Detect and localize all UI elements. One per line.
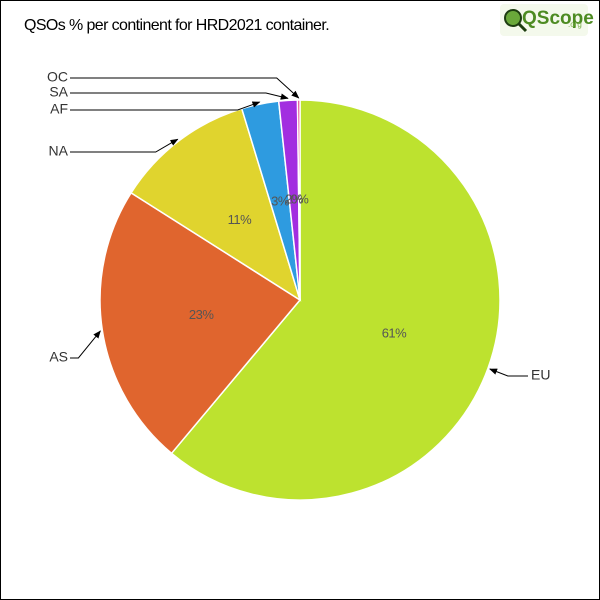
leader-line [70, 77, 300, 99]
leader-line [489, 368, 528, 377]
pie-slice [99, 191, 302, 455]
chart-title: QSOs % per continent for HRD2021 contain… [24, 17, 329, 34]
value-label: 2% [285, 192, 304, 207]
slice-label: AF [50, 101, 68, 117]
leader-line [70, 138, 179, 153]
slice-label: NA [49, 143, 69, 159]
value-label: 3% [271, 193, 290, 208]
value-label: 0% [290, 191, 309, 206]
logo-icon [504, 9, 522, 27]
logo-handle [517, 22, 528, 33]
logo[interactable]: QScope .org [500, 4, 594, 36]
value-label: 61% [382, 326, 407, 341]
slice-label: OC [47, 69, 68, 85]
leader-line [70, 101, 261, 111]
leader-line [70, 330, 101, 359]
leader-line [70, 92, 289, 100]
pie-slice [296, 99, 301, 301]
logo-text: QScope [522, 8, 594, 29]
slice-label: SA [49, 84, 68, 100]
slice-label: AS [49, 349, 68, 365]
value-label: 23% [189, 307, 214, 322]
logo-suffix: .org [568, 20, 582, 29]
pie-slice [130, 107, 302, 302]
slice-label: EU [531, 367, 550, 383]
pie-slice [170, 99, 501, 501]
value-label: 11% [228, 212, 252, 227]
